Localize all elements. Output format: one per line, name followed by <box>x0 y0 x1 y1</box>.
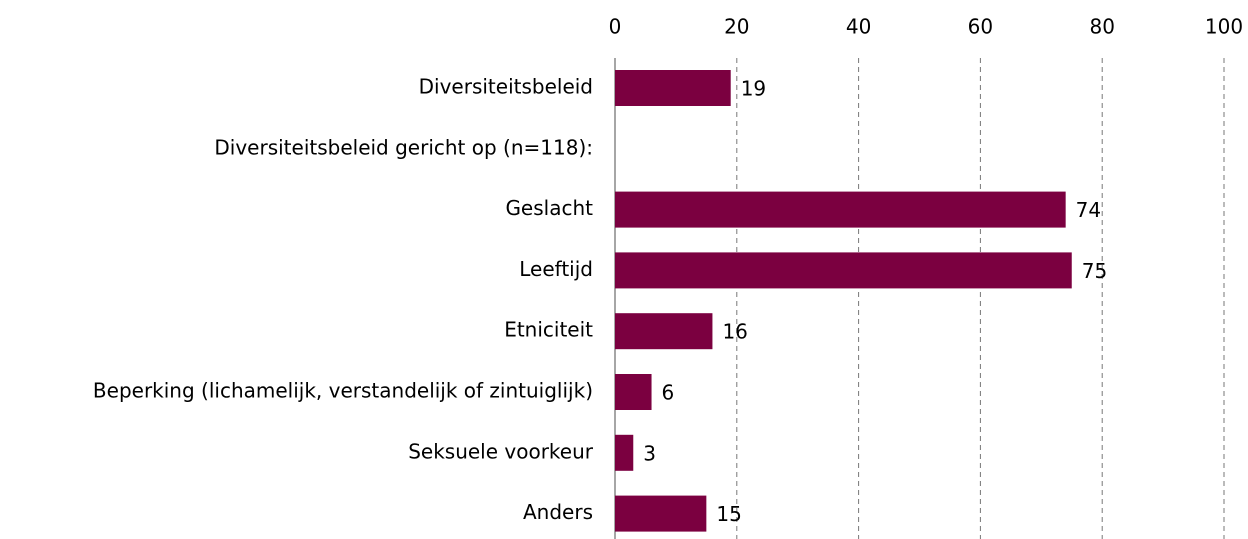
bar <box>615 313 713 350</box>
value-label: 16 <box>722 320 747 344</box>
x-tick-label: 40 <box>846 15 871 39</box>
x-tick-label: 100 <box>1205 15 1243 39</box>
y-tick-label: Etniciteit <box>504 318 593 342</box>
y-tick-label: Leeftijd <box>519 257 593 281</box>
x-tick-label: 0 <box>609 15 622 39</box>
y-tick-label: Beperking (lichamelijk, verstandelijk of… <box>93 379 593 403</box>
y-tick-label: Seksuele voorkeur <box>408 439 594 463</box>
x-tick-label: 60 <box>968 15 993 39</box>
value-label: 6 <box>662 381 675 405</box>
value-label: 3 <box>643 441 656 465</box>
value-label: 15 <box>716 502 741 526</box>
bar <box>615 191 1066 228</box>
y-tick-label: Geslacht <box>505 196 593 220</box>
y-tick-label: Anders <box>523 500 593 524</box>
value-label: 19 <box>741 77 766 101</box>
bar <box>615 434 634 471</box>
bar <box>615 374 652 410</box>
x-tick-label: 80 <box>1089 15 1114 39</box>
bar <box>615 495 707 532</box>
value-label: 74 <box>1076 198 1101 222</box>
bar <box>615 70 731 106</box>
bar <box>615 252 1072 289</box>
x-tick-label: 20 <box>724 15 749 39</box>
y-tick-label: Diversiteitsbeleid <box>419 75 593 99</box>
value-label: 75 <box>1082 259 1107 283</box>
y-tick-label: Diversiteitsbeleid gericht op (n=118): <box>214 135 593 159</box>
